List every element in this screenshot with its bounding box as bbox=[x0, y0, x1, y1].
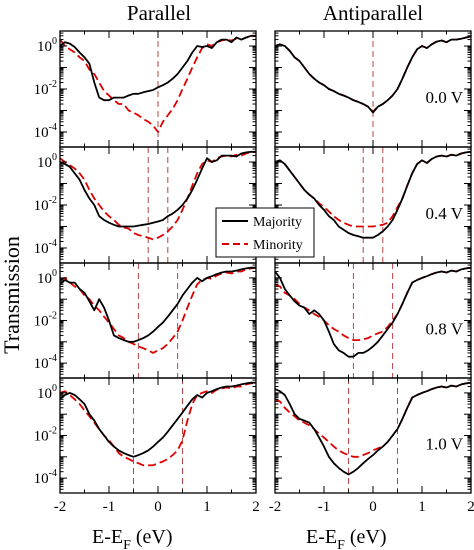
panel-antiparallel-0-0-v: 0.0 V bbox=[274, 30, 472, 148]
y-tick-label: 10-4 bbox=[34, 353, 57, 372]
y-tick-label-base: 10 bbox=[34, 241, 49, 257]
x-tick-label: -1 bbox=[318, 499, 331, 515]
legend-majority-label: Majority bbox=[253, 215, 302, 230]
y-tick-label-base: 10 bbox=[34, 471, 49, 487]
y-tick-label: 10-2 bbox=[34, 79, 57, 98]
y-tick-label-base: 10 bbox=[34, 82, 49, 98]
bias-label: 0.4 V bbox=[426, 204, 464, 223]
y-tick-label-base: 10 bbox=[37, 271, 52, 287]
y-tick-label-exponent: -2 bbox=[49, 311, 57, 322]
x-tick-label: 0 bbox=[154, 499, 162, 515]
x-axis-label-parallel: E-EF (eV) bbox=[92, 526, 173, 550]
y-tick-label-base: 10 bbox=[37, 39, 52, 55]
y-tick-label-exponent: -2 bbox=[49, 195, 57, 206]
minority-series-line bbox=[59, 266, 257, 354]
y-tick-label-base: 10 bbox=[37, 386, 52, 402]
majority-series-line bbox=[59, 34, 256, 102]
majority-series-line bbox=[274, 35, 472, 114]
y-tick-label-base: 10 bbox=[34, 198, 49, 214]
y-tick-label-exponent: -4 bbox=[49, 468, 57, 479]
majority-series-line bbox=[274, 150, 472, 239]
y-tick-label-base: 10 bbox=[34, 314, 49, 330]
column-title-parallel: Parallel bbox=[127, 1, 191, 25]
minority-series-line bbox=[59, 381, 257, 467]
panel-antiparallel-0-8-v: 0.8 V bbox=[274, 262, 472, 379]
minority-series-line bbox=[274, 266, 472, 341]
y-tick-label-exponent: 0 bbox=[52, 36, 57, 47]
x-tick-label: -2 bbox=[54, 499, 67, 515]
legend-minority-label: Minority bbox=[253, 238, 303, 253]
column-title-antiparallel: Antiparallel bbox=[323, 1, 423, 25]
x-axis-label-antiparallel: E-EF (eV) bbox=[306, 526, 387, 550]
x-tick-label: 2 bbox=[252, 499, 260, 515]
y-tick-label-exponent: -4 bbox=[49, 238, 57, 249]
x-tick-label: 1 bbox=[203, 499, 211, 515]
x-tick-label: -2 bbox=[269, 499, 282, 515]
x-tick-label: 0 bbox=[369, 499, 377, 515]
y-tick-label: 100 bbox=[37, 36, 57, 55]
majority-series-line bbox=[274, 381, 472, 476]
legend-box bbox=[215, 207, 315, 258]
majority-series-line bbox=[274, 266, 472, 358]
bias-label: 1.0 V bbox=[426, 434, 464, 453]
y-tick-label: 100 bbox=[37, 152, 57, 171]
y-tick-label: 10-2 bbox=[34, 426, 57, 445]
x-axis-label-sub: F bbox=[123, 538, 131, 550]
y-tick-label-exponent: -4 bbox=[49, 122, 57, 133]
y-tick-label: 10-2 bbox=[34, 195, 57, 214]
y-tick-label: 100 bbox=[37, 383, 57, 402]
x-tick-label: -1 bbox=[103, 499, 116, 515]
x-axis-label-main: E-E bbox=[92, 526, 123, 548]
majority-series-line bbox=[59, 266, 256, 343]
y-tick-label-base: 10 bbox=[34, 356, 49, 372]
bias-label: 0.0 V bbox=[426, 88, 464, 107]
y-tick-label-exponent: 0 bbox=[52, 268, 57, 279]
y-tick-label-exponent: 0 bbox=[52, 383, 57, 394]
panel-frame bbox=[59, 30, 257, 148]
x-tick-label: 2 bbox=[467, 499, 474, 515]
y-tick-label-exponent: -2 bbox=[49, 79, 57, 90]
y-tick-label-exponent: 0 bbox=[52, 152, 57, 163]
y-tick-label: 100 bbox=[37, 268, 57, 287]
y-tick-label: 10-4 bbox=[34, 122, 57, 141]
panel-antiparallel-1-0-v: -2 -1 0 1 2 1.0 V bbox=[269, 377, 474, 515]
panel-frame bbox=[59, 262, 257, 379]
svg-text:E-EF (eV): E-EF (eV) bbox=[92, 526, 173, 550]
y-tick-label-exponent: -4 bbox=[49, 353, 57, 364]
x-axis-label-unit: (eV) bbox=[345, 526, 387, 548]
bias-label: 0.8 V bbox=[426, 319, 464, 338]
x-axis-label-unit: (eV) bbox=[131, 526, 173, 548]
legend: Majority Minority bbox=[215, 207, 315, 258]
x-axis-label-main: E-E bbox=[306, 526, 337, 548]
minority-series-line bbox=[274, 381, 472, 458]
y-tick-label: 10-4 bbox=[34, 238, 57, 257]
majority-series-line bbox=[59, 381, 256, 458]
y-tick-label: 10-2 bbox=[34, 311, 57, 330]
majority-series-line bbox=[59, 150, 256, 228]
y-tick-label-base: 10 bbox=[34, 429, 49, 445]
x-axis-label-sub: F bbox=[337, 538, 345, 550]
x-tick-label: 1 bbox=[418, 499, 426, 515]
panel-frame bbox=[59, 377, 257, 494]
y-tick-label: 10-4 bbox=[34, 468, 57, 487]
y-axis-label: Transmission bbox=[0, 236, 24, 354]
y-tick-label-base: 10 bbox=[37, 155, 52, 171]
y-tick-label-exponent: -2 bbox=[49, 426, 57, 437]
svg-text:E-EF (eV): E-EF (eV) bbox=[306, 526, 387, 550]
y-tick-label-base: 10 bbox=[34, 125, 49, 141]
